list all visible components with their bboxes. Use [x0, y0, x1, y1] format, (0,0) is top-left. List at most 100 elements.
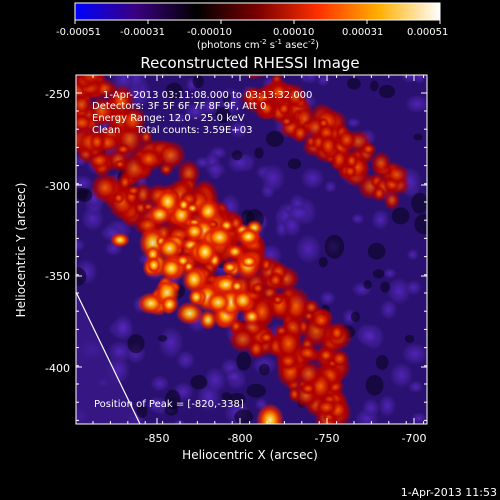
heatmap-blob — [127, 334, 145, 354]
heatmap-blob — [360, 142, 377, 156]
heatmap-blob — [242, 308, 261, 325]
heatmap-blob — [375, 355, 389, 370]
heatmap-blob — [371, 185, 387, 202]
heatmap-blob — [193, 239, 217, 265]
heatmap-blob — [401, 342, 427, 366]
heatmap-blob — [258, 363, 270, 376]
heatmap-blob — [379, 84, 396, 99]
heatmap-blob — [199, 309, 217, 330]
heatmap-blob — [175, 301, 204, 325]
heatmap-blob — [324, 234, 345, 259]
heatmap-blob — [380, 281, 391, 293]
heatmap-blob — [192, 75, 204, 89]
colorbar-tick-label: 0.00010 — [273, 27, 314, 38]
heatmap-blob — [230, 280, 244, 293]
heatmap-blob — [158, 326, 184, 360]
heatmap-blob — [365, 374, 384, 396]
heatmap-blob — [183, 102, 207, 121]
heatmap-blob — [363, 280, 372, 290]
heatmap-blob — [404, 334, 415, 343]
heatmap-blob — [234, 409, 254, 424]
heatmap-blob — [183, 221, 205, 242]
colorbar-strip — [74, 2, 441, 21]
heatmap-blob — [274, 326, 303, 362]
heatmap-blob — [158, 256, 184, 281]
heatmap-blob — [285, 203, 312, 223]
heatmap-blob — [361, 398, 381, 418]
heatmap-blob — [236, 227, 260, 246]
footer-timestamp: 1-Apr-2013 11:53 — [401, 486, 497, 499]
heatmap-blob — [250, 281, 266, 295]
colorbar-ticks — [74, 20, 441, 24]
heatmap-blob — [171, 112, 186, 124]
heatmap-blob — [318, 256, 328, 268]
heatmap-blob — [271, 294, 284, 306]
heatmap-blob — [146, 396, 165, 414]
heatmap-blob — [411, 192, 427, 214]
x-tick-label: -750 — [315, 432, 340, 445]
heatmap-blob — [344, 152, 359, 170]
heatmap-blob — [391, 207, 410, 225]
heatmap-blob — [164, 404, 179, 416]
heatmap-blob — [372, 269, 385, 279]
heatmap-blob — [155, 140, 187, 171]
heatmap-blob — [371, 208, 390, 231]
heatmap-blob — [294, 359, 323, 388]
heatmap-blob — [295, 234, 322, 264]
heatmap-blob — [308, 309, 334, 331]
y-tick-label: -250 — [45, 88, 70, 101]
heatmap-blob — [156, 236, 183, 261]
colorbar-tick-label: -0.00031 — [120, 27, 165, 38]
heatmap-blob — [386, 277, 412, 305]
heatmap-blob — [317, 346, 335, 364]
heatmap-blob — [265, 131, 284, 147]
heatmap-blob — [229, 393, 246, 405]
heatmap-blob — [76, 175, 94, 192]
heatmap-blob — [76, 238, 86, 252]
heatmap-blob — [150, 375, 170, 392]
heatmap-blob — [256, 403, 284, 424]
heatmap-blob — [231, 150, 243, 161]
heatmap-blob — [317, 117, 330, 130]
heatmap-blob — [319, 290, 336, 306]
heatmap-blob — [203, 366, 228, 394]
heatmap-blob — [317, 133, 339, 159]
heatmap-blob — [112, 313, 134, 342]
heatmap-blob — [88, 131, 106, 153]
heatmap-blob — [378, 394, 397, 418]
heatmap-blob — [182, 266, 206, 293]
colorbar-tick-label: -0.00051 — [56, 27, 101, 38]
heatmap-blob — [239, 254, 259, 269]
heatmap-blob — [177, 198, 190, 212]
heatmap-blob — [112, 191, 126, 205]
heatmap-blob — [383, 268, 397, 279]
heatmap-blob — [190, 374, 208, 390]
colorbar-tick-label: 0.00031 — [342, 27, 383, 38]
heatmap-blob — [303, 75, 319, 85]
heatmap-blob — [367, 242, 386, 260]
heatmap-blob — [407, 380, 424, 394]
heatmap-blob — [324, 180, 337, 193]
heatmap-blob — [173, 419, 186, 424]
colorbar: -0.00051 -0.00031 -0.00010 0.00010 0.000… — [56, 2, 448, 51]
heatmap-blob — [231, 289, 255, 312]
heatmap-blob — [117, 173, 133, 192]
heatmap-blob — [236, 351, 252, 371]
heatmap-blob — [284, 83, 307, 110]
heatmap-blob — [165, 82, 183, 100]
heatmap-blob — [413, 133, 423, 141]
x-tick-label: -700 — [402, 432, 427, 445]
heatmap-blob — [145, 256, 162, 274]
colorbar-unit: (photons cm-2 s-1 asec-2) — [197, 38, 319, 51]
heatmap-blob — [76, 187, 89, 200]
heatmap-blob — [196, 198, 220, 224]
heatmap-blob — [91, 75, 96, 76]
heatmap-blob — [160, 295, 180, 314]
heatmap-blob — [370, 80, 379, 92]
heatmap-texture — [76, 75, 427, 424]
axis-ticks — [76, 75, 427, 424]
heatmap-blob — [90, 172, 120, 203]
heatmap-blob — [110, 232, 130, 248]
y-tick-label: -350 — [45, 270, 70, 283]
